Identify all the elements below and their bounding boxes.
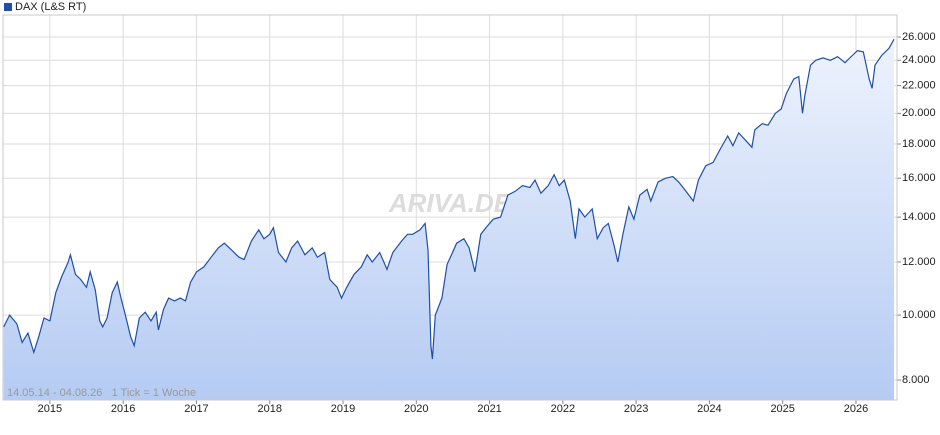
- y-tick-label: 16.000: [902, 172, 936, 184]
- y-tick-label: 18.000: [902, 138, 936, 150]
- y-tick-label: 10.000: [902, 309, 936, 321]
- x-tick-label: 2017: [184, 403, 208, 415]
- x-tick-label: 2018: [257, 403, 281, 415]
- x-tick-label: 2021: [477, 403, 501, 415]
- x-tick-label: 2019: [331, 403, 355, 415]
- y-tick-label: 20.000: [902, 107, 936, 119]
- x-tick-label: 2020: [404, 403, 428, 415]
- y-tick-label: 26.000: [902, 31, 936, 43]
- x-tick-label: 2015: [38, 403, 62, 415]
- watermark: ARIVA.DE: [388, 188, 512, 218]
- y-tick-label: 8.000: [902, 374, 930, 386]
- line: [3, 38, 895, 360]
- legend-label: DAX (L&S RT): [15, 1, 86, 13]
- x-tick-label: 2022: [551, 403, 575, 415]
- y-tick-label: 12.000: [902, 256, 936, 268]
- x-tick-label: 2024: [697, 403, 721, 415]
- plot-frame: [2, 14, 898, 401]
- area: [3, 39, 895, 400]
- x-tick-label: 2023: [624, 403, 648, 415]
- x-tick-label: 2025: [770, 403, 794, 415]
- legend-swatch: [4, 3, 12, 11]
- x-tick-label: 2016: [111, 403, 135, 415]
- y-tick-label: 24.000: [902, 54, 936, 66]
- x-tick-label: 2026: [844, 403, 868, 415]
- footnote: 14.05.14 - 04.08.26 1 Tick = 1 Woche: [7, 387, 196, 399]
- y-tick-label: 14.000: [902, 211, 936, 223]
- y-tick-label: 22.000: [902, 80, 936, 92]
